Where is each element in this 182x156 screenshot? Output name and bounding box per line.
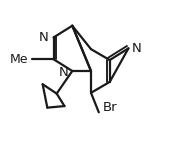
Text: Me: Me bbox=[10, 53, 29, 66]
Text: N: N bbox=[38, 31, 48, 44]
Text: N: N bbox=[132, 42, 141, 55]
Text: N: N bbox=[59, 66, 68, 79]
Text: Br: Br bbox=[103, 101, 117, 114]
